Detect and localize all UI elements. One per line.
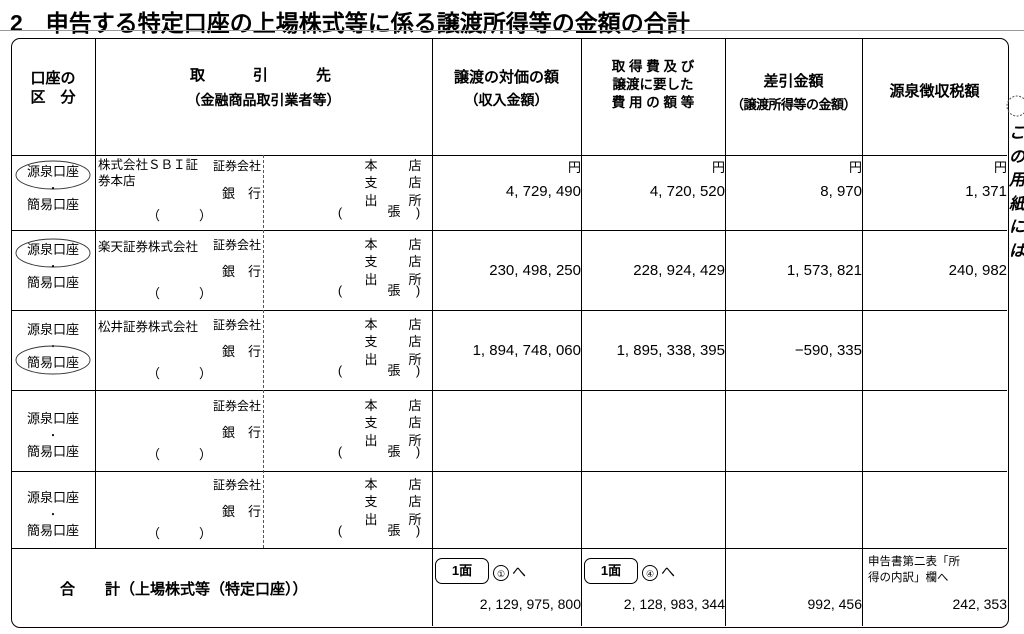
svg-text:①: ① [497, 569, 505, 579]
svg-text:④: ④ [646, 569, 654, 579]
